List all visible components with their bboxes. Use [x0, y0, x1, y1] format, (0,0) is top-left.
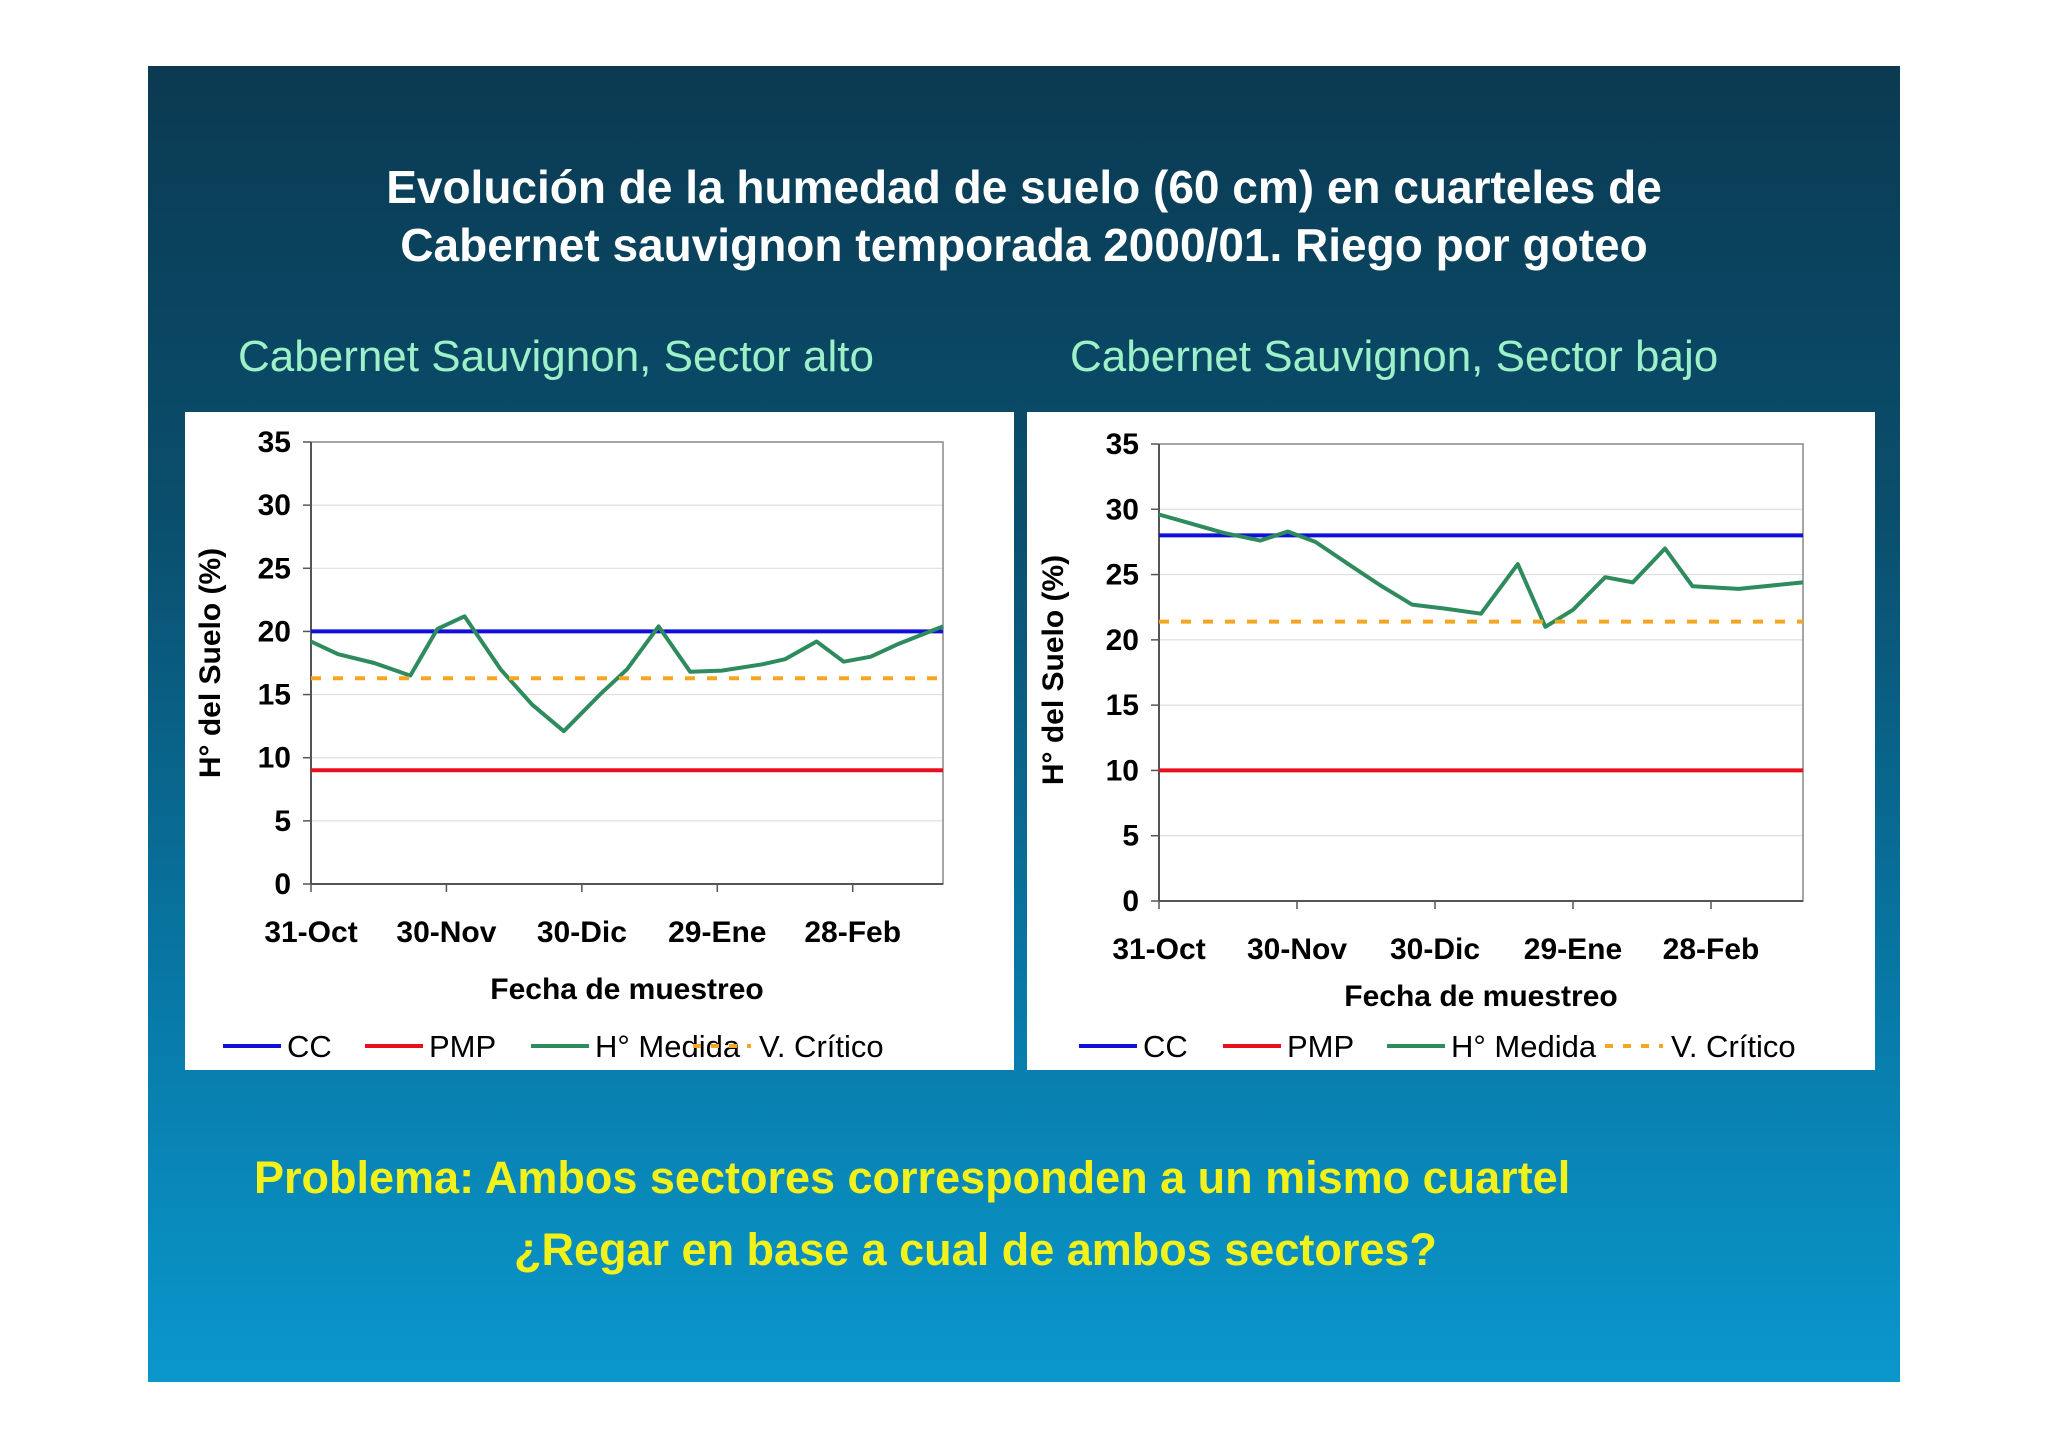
series-h-medida — [1158, 512, 1804, 629]
chart-left-svg: 0 5 10 15 20 25 30 35 31-Oct 30-Nov 30-Dic 29-Ene 28… — [194, 426, 944, 1064]
y-tick-label: 15 — [1106, 689, 1139, 722]
y-axis-label: H° del Suelo (%) — [1037, 555, 1070, 785]
y-tick-label: 0 — [274, 868, 291, 901]
plot-frame — [310, 441, 944, 885]
x-tick-label: 28-Feb — [1663, 933, 1760, 966]
slide-title-line2: Cabernet sauvignon temporada 2000/01. Ri… — [400, 219, 1648, 271]
legend-label-pmp: PMP — [1287, 1029, 1354, 1064]
chart-right-title: Cabernet Sauvignon, Sector bajo — [1070, 332, 1719, 381]
x-axis-label: Fecha de muestreo — [490, 973, 763, 1006]
series-h-medida — [310, 614, 944, 734]
y-tick-label: 25 — [1106, 559, 1139, 592]
legend-label-v-cr-tico: V. Crítico — [759, 1029, 884, 1064]
chart-panel-right: 0 5 10 15 20 25 30 35 31-Oct 30-Nov 30-Dic 29-Ene 28… — [1027, 412, 1875, 1070]
x-tick-label: 29-Ene — [1524, 933, 1622, 966]
legend-label-v-cr-tico: V. Crítico — [1671, 1029, 1796, 1064]
chart-left-title: Cabernet Sauvignon, Sector alto — [238, 332, 874, 381]
x-tick-label: 31-Oct — [1112, 933, 1205, 966]
legend-label-cc: CC — [287, 1029, 332, 1064]
y-tick-label: 35 — [258, 426, 291, 459]
y-tick-label: 20 — [1106, 624, 1139, 657]
slide-title-line1: Evolución de la humedad de suelo (60 cm)… — [386, 161, 1662, 213]
problem-line1: Problema: Ambos sectores corresponden a … — [254, 1152, 1571, 1203]
y-tick-label: 5 — [274, 805, 291, 838]
x-tick-label: 30-Dic — [1390, 933, 1480, 966]
plot-frame — [1158, 443, 1804, 902]
x-tick-label: 30-Nov — [1247, 933, 1347, 966]
x-tick-label: 30-Dic — [537, 916, 627, 949]
y-tick-label: 10 — [1106, 754, 1139, 787]
chart-panel-left: 0 5 10 15 20 25 30 35 31-Oct 30-Nov 30-Dic 29-Ene 28… — [185, 412, 1014, 1070]
x-axis-label: Fecha de muestreo — [1344, 980, 1617, 1013]
y-tick-label: 30 — [258, 489, 291, 522]
legend-label-cc: CC — [1143, 1029, 1188, 1064]
y-tick-label: 35 — [1106, 428, 1139, 461]
x-tick-label: 30-Nov — [396, 916, 496, 949]
chart-right-svg: 0 5 10 15 20 25 30 35 31-Oct 30-Nov 30-Dic 29-Ene 28… — [1037, 428, 1804, 1064]
y-tick-label: 10 — [258, 742, 291, 775]
y-tick-label: 20 — [258, 615, 291, 648]
x-tick-label: 31-Oct — [264, 916, 357, 949]
slide: Evolución de la humedad de suelo (60 cm)… — [148, 66, 1900, 1382]
y-tick-label: 5 — [1122, 820, 1139, 853]
problem-line2: ¿Regar en base a cual de ambos sectores? — [514, 1224, 1437, 1275]
y-tick-label: 0 — [1122, 885, 1139, 918]
legend-label-pmp: PMP — [429, 1029, 496, 1064]
y-tick-label: 30 — [1106, 493, 1139, 526]
y-axis-label: H° del Suelo (%) — [194, 548, 227, 778]
x-tick-label: 29-Ene — [668, 916, 766, 949]
y-tick-label: 25 — [258, 552, 291, 585]
legend-label-h-medida: H° Medida — [1451, 1029, 1597, 1064]
y-tick-label: 15 — [258, 679, 291, 712]
x-tick-label: 28-Feb — [804, 916, 901, 949]
